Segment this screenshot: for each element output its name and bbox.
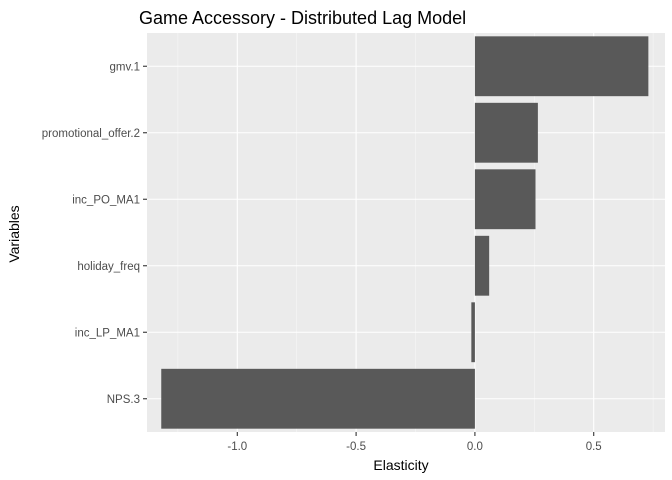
bar-inc_PO_MA1: [474, 169, 536, 230]
bars: [161, 36, 649, 429]
y-tick-label: inc_LP_MA1: [75, 327, 140, 339]
plot-panel: [147, 33, 665, 432]
y-tick-label: promotional_offer.2: [42, 128, 140, 140]
y-tick-label: inc_PO_MA1: [72, 194, 140, 206]
x-tick-label: -0.5: [346, 441, 366, 453]
y-tick-label: holiday_freq: [77, 261, 140, 273]
x-tick-label: 0.0: [467, 441, 483, 453]
minor-gridlines: [177, 33, 654, 432]
x-axis: -1.0 -0.5 0.0 0.5: [227, 432, 602, 453]
bar-promotional_offer.2: [474, 102, 538, 163]
bar-NPS.3: [161, 368, 475, 429]
x-axis-title: Elasticity: [373, 457, 428, 473]
y-axis: gmv.1 promotional_offer.2 inc_PO_MA1holida…: [42, 61, 147, 406]
bar-gmv.1: [474, 36, 649, 97]
bar-holiday_freq: [474, 235, 490, 296]
chart-title: Game Accessory - Distributed Lag Model: [139, 8, 466, 28]
y-tick-label: NPS.3: [107, 394, 140, 406]
x-tick-label: -1.0: [227, 441, 247, 453]
x-tick-label: 0.5: [586, 441, 602, 453]
y-tick-label: gmv.1: [110, 61, 140, 73]
y-axis-title: Variables: [6, 205, 22, 262]
bar-inc_LP_MA1: [471, 302, 475, 363]
